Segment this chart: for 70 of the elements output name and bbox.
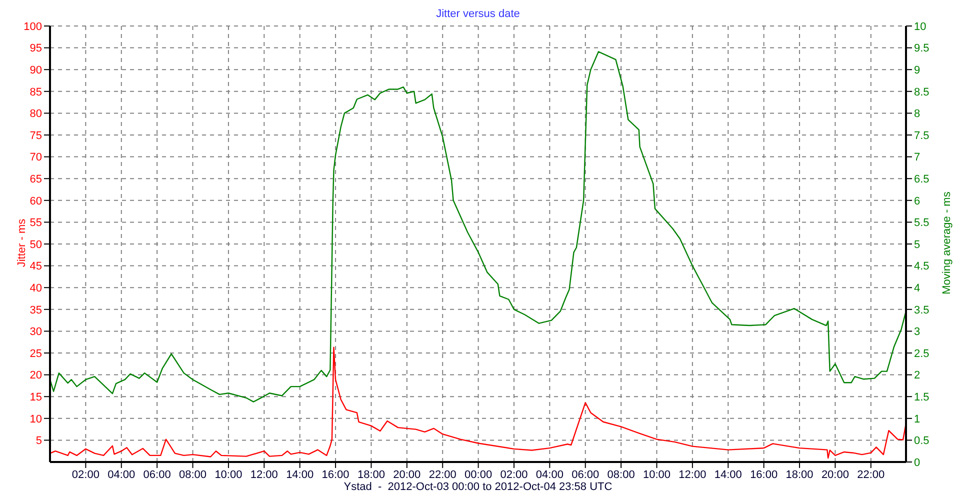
y-tick-label: 40 <box>30 282 42 295</box>
x-tick-label: 04:00 <box>536 468 564 481</box>
y-tick-label: 95 <box>30 42 42 55</box>
y-tick-label: 55 <box>30 217 42 230</box>
x-tick-label: 12:00 <box>678 468 706 481</box>
y-tick-label: 50 <box>30 238 42 251</box>
y2-tick-label: 5.5 <box>914 217 930 230</box>
y2-tick-label: 4 <box>914 282 920 295</box>
y2-tick-label: 0.5 <box>914 435 930 448</box>
x-tick-label: 12:00 <box>250 468 278 481</box>
x-tick-label: 10:00 <box>642 468 671 481</box>
x-tick-label: 18:00 <box>786 468 814 481</box>
line-series <box>50 346 906 459</box>
y2-tick-label: 1.5 <box>914 392 930 404</box>
y2-tick-label: 7 <box>914 152 920 164</box>
x-tick-label: 20:00 <box>393 468 421 481</box>
y-tick-label: 35 <box>30 304 42 316</box>
y-tick-label: 85 <box>30 86 42 98</box>
y2-tick-label: 6 <box>914 195 920 208</box>
y2-tick-label: 8.5 <box>914 86 930 98</box>
y2-tick-label: 5 <box>914 238 920 251</box>
chart-title: Jitter versus date <box>435 8 521 20</box>
x-tick-label: 20:00 <box>821 468 849 481</box>
x-tick-label: 06:00 <box>143 468 171 481</box>
x-tick-label: 10:00 <box>214 468 242 481</box>
x-tick-label: 08:00 <box>179 468 207 481</box>
x-tick-label: 02:00 <box>72 468 100 481</box>
y2-tick-label: 3 <box>914 326 920 338</box>
y-tick-label: 70 <box>30 152 42 164</box>
y2-tick-label: 7.5 <box>914 130 930 142</box>
y-tick-label: 80 <box>30 108 42 120</box>
y-tick-label: 60 <box>30 195 42 208</box>
y2-tick-label: 2.5 <box>914 348 930 360</box>
y-tick-label: 100 <box>24 20 42 33</box>
x-tick-label: 04:00 <box>108 468 136 481</box>
x-tick-label: 06:00 <box>572 468 600 481</box>
y2-tick-label: 3.5 <box>914 304 930 316</box>
x-tick-label: 22:00 <box>428 468 456 481</box>
y2-tick-label: 0 <box>914 456 920 469</box>
y-tick-label: 90 <box>30 64 42 77</box>
y-tick-label: 65 <box>30 174 42 186</box>
y-tick-label: 10 <box>30 413 42 426</box>
y2-tick-label: 9 <box>914 64 920 77</box>
y2-tick-label: 4.5 <box>914 260 930 273</box>
x-tick-label: 08:00 <box>607 468 635 481</box>
line-series <box>50 51 906 402</box>
x-tick-label: 22:00 <box>857 468 885 481</box>
y-axis-title: Jitter - ms <box>16 218 28 268</box>
y2-tick-label: 6.5 <box>914 174 930 186</box>
y2-axis-title: Moving average - ms <box>941 192 953 294</box>
y-tick-label: 15 <box>30 392 42 404</box>
x-tick-label: 14:00 <box>286 468 314 481</box>
x-tick-label: 02:00 <box>500 468 528 481</box>
y2-tick-label: 8 <box>914 108 920 120</box>
x-axis-title: Ystad - 2012-Oct-03 00:00 to 2012-Oct-04 23:58 UTC <box>342 481 614 493</box>
x-tick-label: 14:00 <box>714 468 742 481</box>
x-tick-label: 16:00 <box>750 468 778 481</box>
y2-tick-label: 1 <box>914 413 920 426</box>
x-tick-label: 16:00 <box>322 468 350 481</box>
x-tick-label: 18:00 <box>357 468 385 481</box>
y-tick-label: 20 <box>30 370 42 382</box>
y-tick-label: 25 <box>30 348 42 360</box>
y-tick-label: 5 <box>36 435 42 448</box>
y-tick-label: 45 <box>30 260 42 273</box>
x-tick-label: 00:00 <box>464 468 492 481</box>
y-tick-label: 75 <box>30 130 42 142</box>
y-tick-label: 30 <box>30 326 42 338</box>
y2-tick-label: 10 <box>914 20 926 33</box>
y2-tick-label: 2 <box>914 370 920 382</box>
y2-tick-label: 9.5 <box>914 42 930 55</box>
